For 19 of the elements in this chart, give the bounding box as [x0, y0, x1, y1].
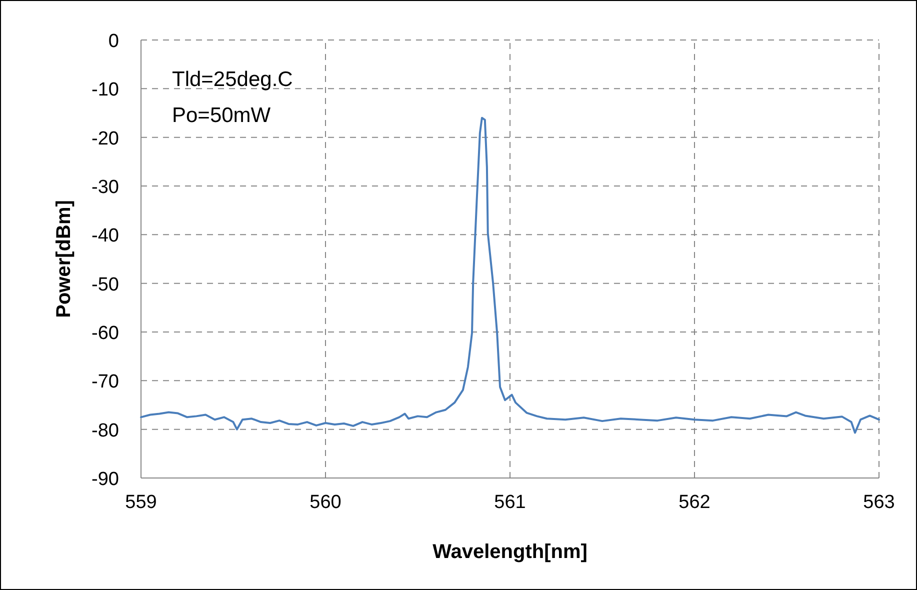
x-tick-label: 559 — [125, 492, 157, 513]
y-tick-label: -70 — [92, 372, 119, 393]
y-axis-title: Power[dBm] — [53, 200, 75, 318]
annotation: Tld=25deg.C — [172, 68, 293, 91]
annotation: Po=50mW — [172, 104, 271, 127]
y-tick-label: -90 — [92, 469, 119, 490]
x-tick-label: 561 — [494, 492, 526, 513]
y-tick-label: -20 — [92, 128, 119, 150]
y-tick-label: -30 — [92, 177, 119, 198]
y-tick-label: -10 — [92, 80, 119, 101]
y-tick-label: -50 — [92, 274, 119, 296]
x-tick-label: 563 — [863, 492, 895, 513]
y-tick-label: -60 — [92, 323, 119, 344]
x-tick-label: 560 — [310, 492, 342, 513]
y-tick-label: -40 — [92, 226, 119, 247]
x-tick-label: 562 — [678, 492, 710, 513]
y-tick-label: -80 — [92, 420, 119, 442]
x-axis-title: Wavelength[nm] — [432, 541, 588, 563]
y-tick-label: 0 — [108, 31, 119, 52]
